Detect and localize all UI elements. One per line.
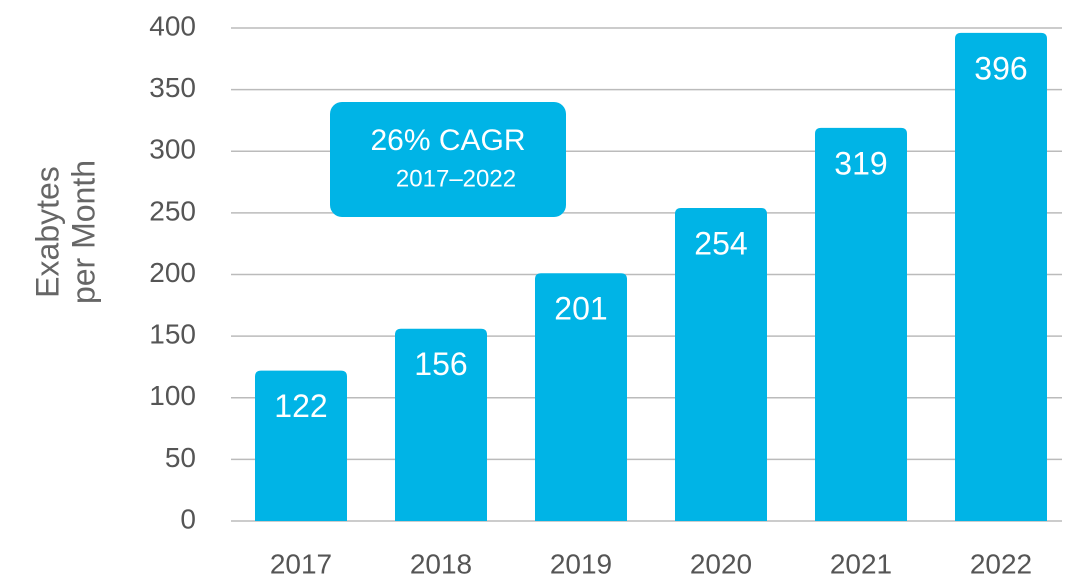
y-tick-label: 0 (180, 503, 196, 534)
annotation-box (330, 102, 566, 217)
y-tick-label: 150 (149, 319, 196, 350)
x-tick-label: 2018 (410, 548, 472, 579)
value-label: 319 (834, 145, 887, 181)
y-tick-label: 300 (149, 134, 196, 165)
value-label: 254 (694, 225, 747, 261)
x-tick-label: 2020 (690, 548, 752, 579)
x-tick-label: 2022 (970, 548, 1032, 579)
y-tick-label: 250 (149, 195, 196, 226)
y-label-line: Exabytes (29, 166, 65, 298)
bar (955, 32, 1047, 522)
y-axis-title: Exabytes per Month (29, 160, 101, 304)
annotation: 26% CAGR 2017–2022 (330, 102, 566, 217)
annotation-title: 26% CAGR (370, 124, 525, 157)
y-tick-label: 50 (165, 442, 196, 473)
value-label: 156 (414, 346, 467, 382)
bar (815, 127, 907, 522)
x-tick-label: 2021 (830, 548, 892, 579)
value-label: 122 (274, 388, 327, 424)
y-tick-label: 100 (149, 380, 196, 411)
y-tick-label: 400 (149, 10, 196, 41)
bar (675, 207, 767, 521)
y-tick-label: 200 (149, 257, 196, 288)
value-label: 201 (554, 291, 607, 327)
y-label-line: per Month (65, 160, 101, 304)
x-tick-label: 2017 (270, 548, 332, 579)
bar (535, 273, 627, 521)
bar (395, 328, 487, 521)
x-tick-label: 2019 (550, 548, 612, 579)
annotation-subtitle: 2017–2022 (396, 165, 516, 192)
bar (255, 370, 347, 521)
value-label: 396 (974, 50, 1027, 86)
y-tick-label: 350 (149, 72, 196, 103)
